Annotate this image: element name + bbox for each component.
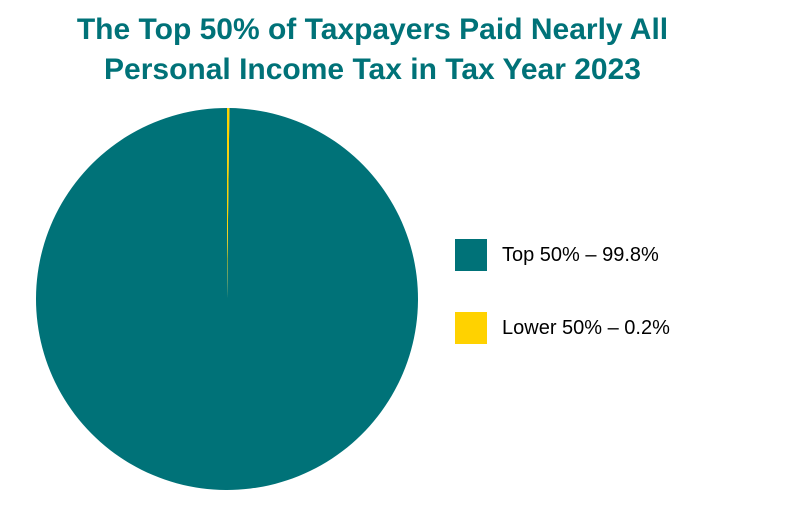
chart-title-line-1: The Top 50% of Taxpayers Paid Nearly All	[76, 13, 669, 46]
chart-title: The Top 50% of Taxpayers Paid Nearly All…	[0, 10, 745, 90]
legend: Top 50% – 99.8% Lower 50% – 0.2%	[455, 238, 670, 384]
legend-swatch-top-50	[455, 239, 487, 271]
legend-item-top-50: Top 50% – 99.8%	[455, 238, 670, 272]
legend-item-lower-50: Lower 50% – 0.2%	[455, 311, 670, 345]
legend-label-lower-50: Lower 50% – 0.2%	[502, 316, 670, 339]
chart-title-line-2: Personal Income Tax in Tax Year 2023	[104, 53, 641, 86]
pie-slice-top-50	[35, 108, 418, 490]
pie-slice-lower-50	[227, 108, 230, 299]
legend-label-top-50: Top 50% – 99.8%	[502, 243, 659, 266]
legend-swatch-lower-50	[455, 312, 487, 344]
